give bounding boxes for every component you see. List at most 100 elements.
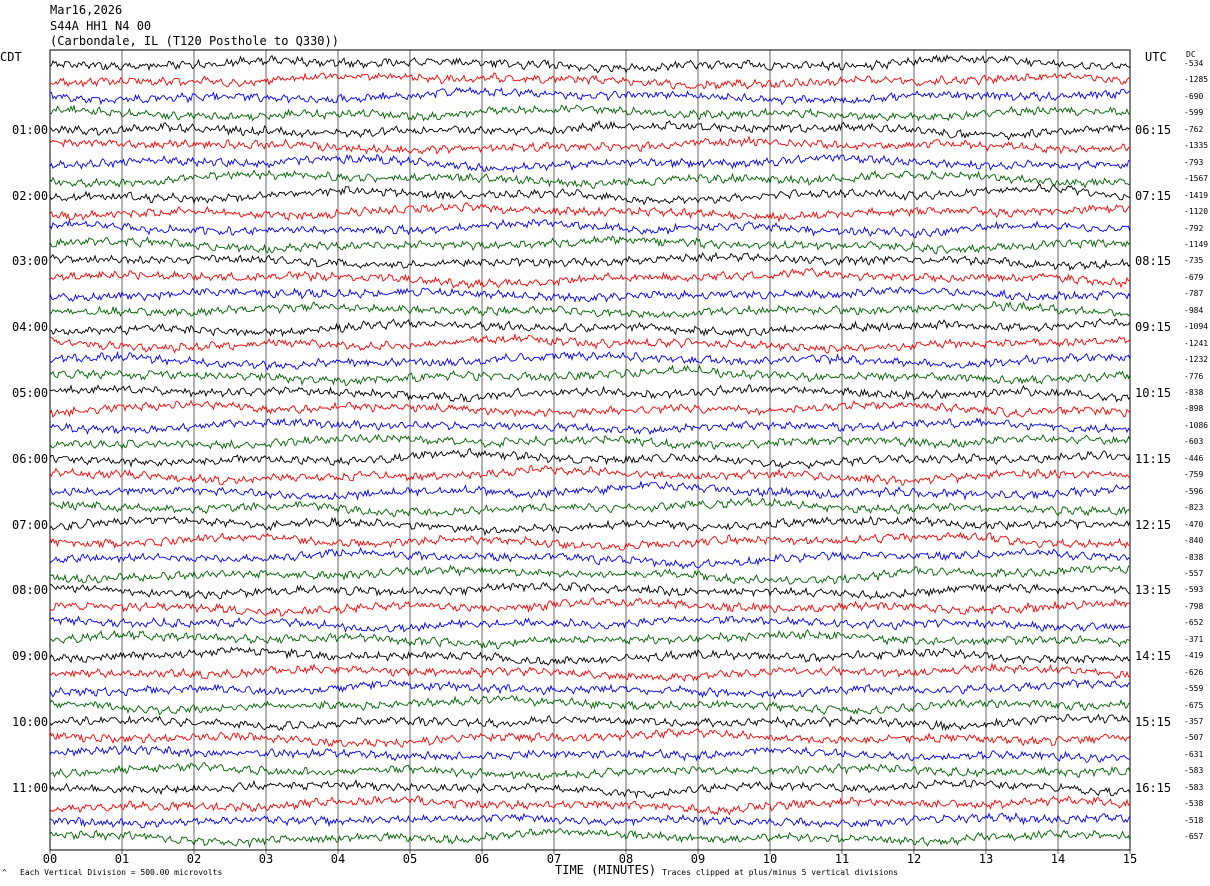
dc-offset-label: -759 [1184,470,1204,480]
dc-offset-label: -1120 [1184,207,1209,217]
right-time-label: 13:15 [1135,583,1172,598]
seismic-trace [49,581,1131,600]
dc-offset-label: -557 [1184,568,1204,578]
left-time-label: 09:00 [12,649,49,664]
left-time-label: 10:00 [12,715,49,729]
right-time-label: 16:15 [1135,780,1172,795]
dc-offset-label: -583 [1184,782,1204,792]
dc-offset-label: -792 [1184,223,1204,233]
dc-offset-label: -1232 [1184,355,1209,365]
seismic-trace [49,54,1131,74]
footer-clip: Traces clipped at plus/minus 5 vertical … [662,868,899,877]
left-time-label: 04:00 [12,320,49,335]
dc-offset-label: -1567 [1184,174,1209,184]
seismic-trace [49,135,1131,155]
seismic-trace [49,496,1131,518]
x-tick-label: 07 [546,852,562,866]
header-date: Mar16,2026 [50,3,123,17]
dc-offset-label: -1241 [1184,338,1209,348]
seismic-trace [49,812,1131,829]
x-tick-label: 15 [1122,852,1138,866]
dc-offset-label: -593 [1184,585,1204,595]
x-tick-label: 08 [618,852,634,866]
right-time-label: 10:15 [1135,386,1172,400]
dc-offset-label: -823 [1184,503,1204,513]
seismic-trace [49,71,1131,91]
left-time-label: 07:00 [12,517,49,532]
dc-offset-label: -840 [1184,536,1204,546]
seismic-trace [49,433,1131,450]
seismic-trace [49,615,1131,633]
x-tick-label: 06 [474,852,490,866]
x-tick-label: 03 [258,852,274,866]
dc-offset-label: -675 [1184,700,1204,710]
seismic-trace [49,795,1131,816]
seismic-trace [49,646,1131,666]
seismic-trace [49,515,1131,537]
seismic-trace [49,202,1131,223]
seismic-trace [49,713,1131,732]
dc-offset-label: -357 [1184,717,1204,726]
right-time-label: 06:15 [1135,122,1172,137]
seismic-trace [49,286,1131,303]
seismic-trace [49,779,1131,800]
x-tick-label: 11 [834,852,850,866]
right-time-label: 07:15 [1135,188,1172,203]
right-time-label: 09:15 [1135,320,1172,335]
footer-mark: ^ [2,868,7,877]
seismic-trace [49,235,1131,255]
seismic-trace [49,364,1131,386]
x-tick-label: 14 [1050,852,1066,866]
seismic-trace [49,694,1131,716]
seismic-trace [49,678,1130,700]
seismic-trace [49,169,1131,190]
seismic-trace [49,153,1131,174]
left-time-label: 03:00 [12,254,49,269]
right-time-label: 14:15 [1135,649,1172,664]
dc-offset-label: -1419 [1184,190,1209,200]
seismic-trace [49,480,1131,501]
seismic-trace [49,104,1131,122]
dc-offset-label: -1094 [1184,322,1209,332]
dc-offset-label: -419 [1184,651,1204,661]
right-time-label: 08:15 [1135,254,1172,269]
seismic-trace [49,662,1131,682]
x-tick-label: 05 [402,852,418,866]
seismic-trace [49,318,1131,338]
dc-offset-label: -534 [1184,59,1204,68]
dc-offset-label: -603 [1184,437,1204,447]
seismic-trace [49,464,1131,486]
right-time-label: 12:15 [1135,517,1172,532]
right-time-label: 11:15 [1135,451,1172,466]
seismic-trace [49,251,1131,272]
header-location: (Carbondale, IL (T120 Posthole to Q330)) [50,34,339,48]
left-time-label: 11:00 [12,780,49,795]
dc-offset-label: -657 [1184,832,1204,842]
footer-scale: Each Vertical Division = 500.00 microvol… [20,868,223,877]
dc-offset-label: -470 [1184,519,1204,529]
seismic-trace [49,447,1131,470]
right-time-label: 15:15 [1135,715,1172,729]
seismic-trace [49,417,1131,436]
tz-left-label: CDT [0,50,22,64]
dc-offset-label: -762 [1184,124,1204,134]
dc-offset-label: -787 [1184,289,1204,299]
dc-offset-label: -518 [1184,815,1204,825]
seismic-trace [49,384,1131,403]
x-tick-label: 10 [762,852,778,866]
dc-offset-label: -371 [1184,634,1204,644]
seismic-trace [49,119,1131,141]
left-time-label: 06:00 [12,451,49,466]
header-station: S44A HH1 N4 00 [50,19,152,33]
dc-offset-label: -559 [1184,684,1204,694]
dc-offset-label: -898 [1184,404,1204,414]
x-tick-label: 09 [690,852,706,866]
seismic-trace [49,629,1131,650]
seismic-trace [49,531,1131,551]
dc-offset-label: -1086 [1184,420,1209,430]
seismic-trace [49,547,1131,570]
seismic-trace [49,218,1131,239]
seismic-trace [49,564,1131,585]
seismic-trace [49,350,1131,371]
